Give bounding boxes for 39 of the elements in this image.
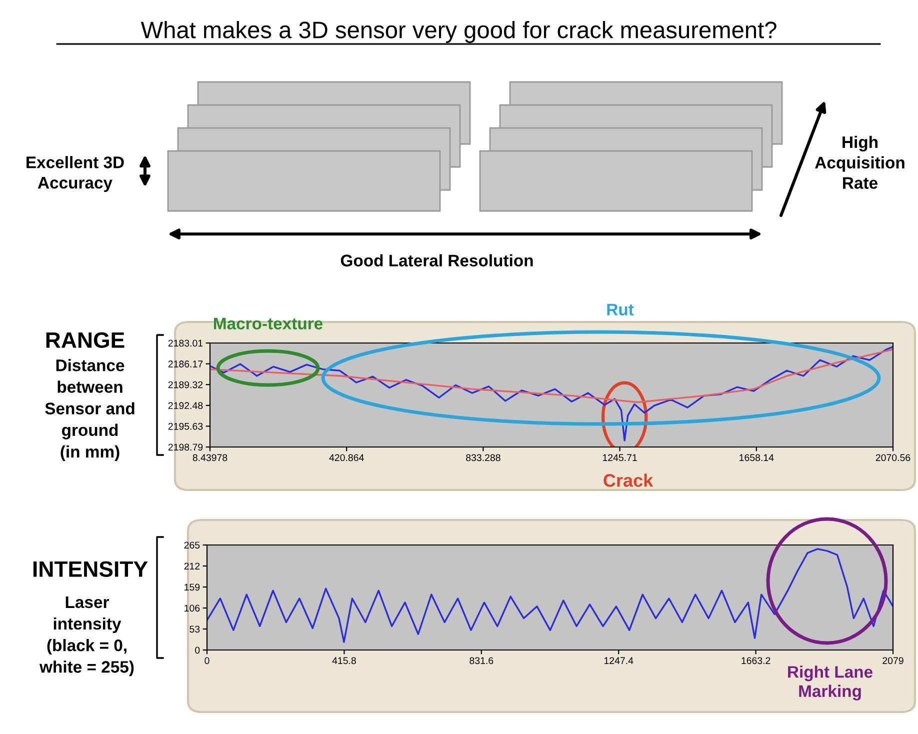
y-tick-label: 2189.32: [168, 381, 203, 388]
x-tick-label: 833.288: [466, 454, 500, 462]
text: What makes a 3D sensor very good for crack measurement?: [140, 20, 776, 44]
text: Excellent 3D Accuracy: [26, 156, 124, 192]
y-tick-label: 2183.01: [168, 340, 203, 347]
x-tick-label: 2079: [882, 657, 904, 664]
annotation: Crack: [604, 474, 654, 487]
x-tick-label: 2070.56: [876, 454, 910, 462]
y-tick-label: 2195.63: [168, 422, 203, 430]
y-tick-label: 53: [190, 626, 200, 633]
y-tick-label: 2198.79: [168, 444, 203, 451]
y-tick-label: 0: [195, 646, 200, 654]
y-tick-label: 2186.17: [168, 360, 203, 368]
x-tick-label: 8.43978: [192, 454, 228, 462]
x-tick-label: 415.8: [332, 657, 356, 664]
line-series: [207, 548, 893, 643]
x-tick-label: 1658.14: [740, 454, 774, 462]
text: Good Lateral Resolution: [340, 254, 533, 266]
y-axis-title: Distance between Sensor and ground (in mm): [45, 359, 134, 461]
y-tick-label: 265: [184, 542, 200, 549]
y-tick-label: 159: [184, 584, 200, 591]
text: Macro-texture: [214, 318, 323, 330]
y-tick-label: 106: [184, 604, 200, 612]
chart-title: RANGE: [46, 332, 124, 348]
text: INTENSITY: [33, 561, 148, 577]
text: Rut: [607, 304, 634, 316]
x-tick-label: 1663.2: [742, 657, 770, 664]
x-tick-label: 1247.4: [604, 657, 634, 664]
text: Right Lane Marking: [788, 666, 872, 700]
y-axis-title: Laser intensity (black = 0, white = 255): [39, 596, 134, 676]
x-tick-label: 831.6: [470, 657, 494, 664]
text: High Acquisition Rate: [815, 136, 904, 189]
x-tick-label: 1245.71: [602, 454, 637, 462]
x-tick-label: 420.864: [329, 454, 364, 462]
y-tick-label: 212: [184, 562, 200, 570]
line-series: [210, 346, 893, 442]
line-series: [210, 348, 893, 404]
y-tick-label: 2192.48: [168, 402, 203, 410]
x-tick-label: 0: [204, 657, 210, 664]
